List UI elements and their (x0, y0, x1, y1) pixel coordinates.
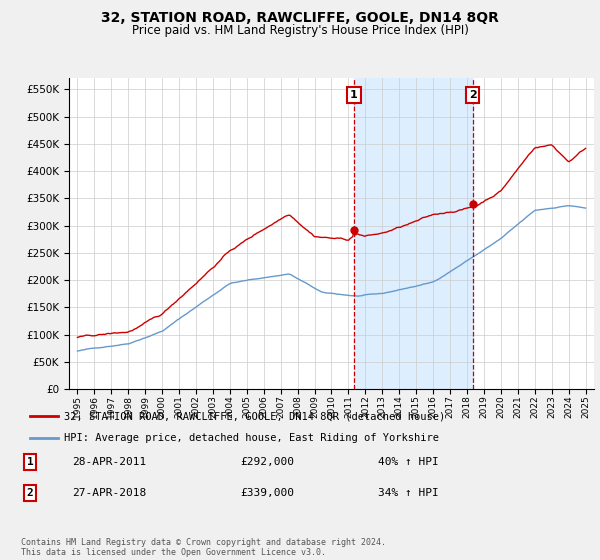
Text: 2: 2 (469, 90, 476, 100)
Text: 1: 1 (26, 457, 34, 467)
Text: 28-APR-2011: 28-APR-2011 (72, 457, 146, 467)
Bar (354, 78, 473, 389)
Text: 32, STATION ROAD, RAWCLIFFE, GOOLE, DN14 8QR: 32, STATION ROAD, RAWCLIFFE, GOOLE, DN14… (101, 11, 499, 25)
Text: 32, STATION ROAD, RAWCLIFFE, GOOLE, DN14 8QR (detached house): 32, STATION ROAD, RAWCLIFFE, GOOLE, DN14… (64, 411, 445, 421)
Text: 34% ↑ HPI: 34% ↑ HPI (378, 488, 439, 498)
Text: Contains HM Land Registry data © Crown copyright and database right 2024.
This d: Contains HM Land Registry data © Crown c… (21, 538, 386, 557)
Text: £292,000: £292,000 (240, 457, 294, 467)
Text: 27-APR-2018: 27-APR-2018 (72, 488, 146, 498)
Text: 2: 2 (26, 488, 34, 498)
Text: 40% ↑ HPI: 40% ↑ HPI (378, 457, 439, 467)
Text: £339,000: £339,000 (240, 488, 294, 498)
Text: Price paid vs. HM Land Registry's House Price Index (HPI): Price paid vs. HM Land Registry's House … (131, 24, 469, 36)
Text: HPI: Average price, detached house, East Riding of Yorkshire: HPI: Average price, detached house, East… (64, 433, 439, 443)
Text: 1: 1 (350, 90, 358, 100)
